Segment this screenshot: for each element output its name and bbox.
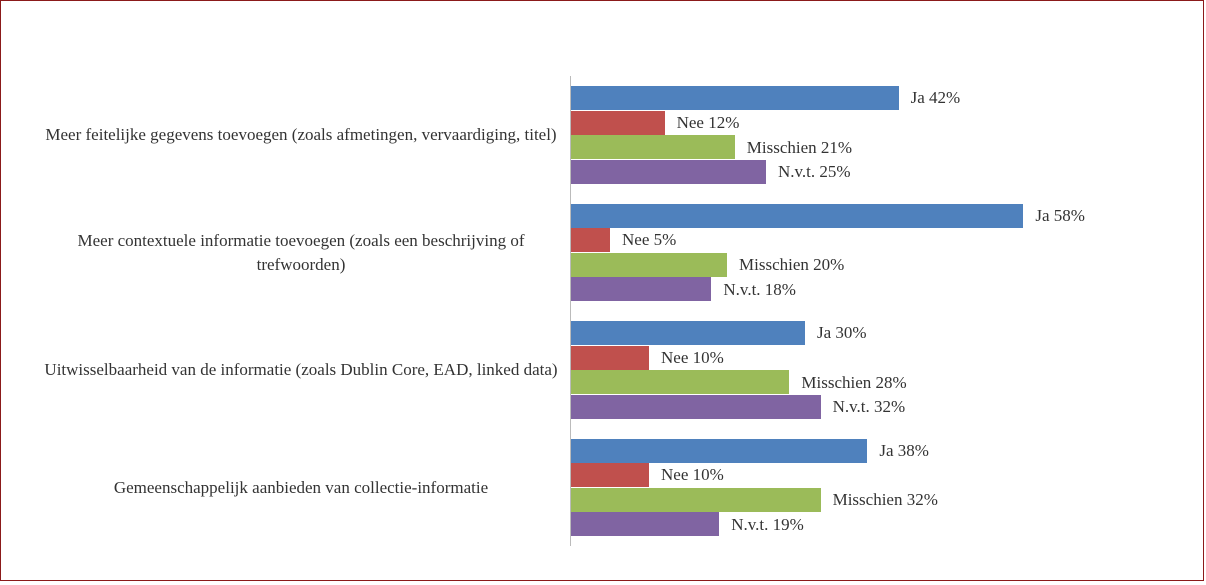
bar [571,203,1024,228]
data-label: Misschien 32% [832,490,938,509]
data-label: Ja 30% [817,323,867,343]
bar [571,228,610,253]
category-label: Meer contextuele informatie toevoegen (z… [77,230,525,274]
data-label: Ja 42% [910,88,961,108]
bar [571,277,712,302]
bar [571,159,766,184]
bar [571,345,649,370]
data-label: Nee 10% [661,465,724,485]
bar [571,463,649,488]
bar [571,135,735,160]
bar [571,252,727,277]
bar [571,110,665,135]
bar [571,321,805,345]
category-label: Gemeenschappelijk aanbieden van collecti… [113,477,489,497]
bar [571,86,899,110]
data-label: Nee 10% [661,347,724,367]
data-label: N.v.t. 25% [778,162,851,182]
bar [571,512,720,537]
data-label: Misschien 20% [739,255,845,274]
bar [571,394,821,419]
axis-line [570,76,571,546]
data-label: N.v.t. 18% [723,279,796,299]
data-label: N.v.t. 32% [832,397,906,417]
data-label: Misschien 28% [801,372,907,392]
data-label: Misschien 21% [746,137,853,157]
category-label: Meer feitelijke gegevens toevoegen (zoal… [45,125,557,145]
bar [571,438,868,463]
data-label: Nee 5% [622,230,677,250]
data-label: Nee 12% [676,112,740,132]
data-label: Ja 38% [879,440,929,460]
bar [571,487,821,512]
data-label: N.v.t. 19% [731,514,804,534]
bar [571,370,790,395]
category-label: Uitwisselbaarheid van de informatie (zoa… [44,360,558,380]
data-label: Ja 58% [1035,205,1085,225]
